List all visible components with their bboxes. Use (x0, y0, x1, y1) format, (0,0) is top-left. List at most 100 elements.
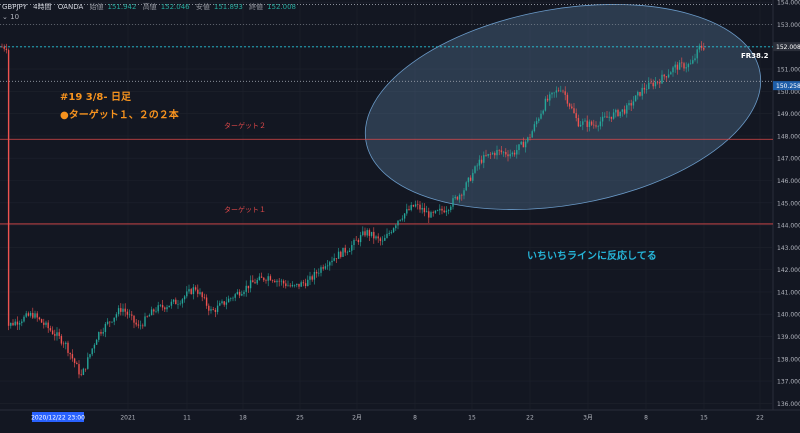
candle (181, 297, 184, 308)
candle (689, 59, 692, 65)
candle (674, 61, 676, 73)
y-tick-label: 141.000 (777, 289, 800, 296)
candle (45, 320, 47, 328)
candle (450, 204, 452, 213)
candle (663, 73, 665, 80)
candle (421, 202, 423, 214)
price-axis[interactable]: 154.000153.000152.000151.000150.000149.0… (777, 0, 800, 408)
candle (271, 279, 274, 283)
candle (502, 150, 505, 157)
y-tick-label: 145.000 (777, 200, 800, 207)
symbol-label[interactable]: GBPJPY (2, 3, 27, 11)
candle (227, 295, 230, 303)
candle (56, 327, 58, 341)
candle (342, 247, 344, 258)
candle (692, 55, 694, 65)
analysis-subtitle: ●ターゲット１、２の２本 (60, 110, 179, 121)
candle (443, 206, 445, 214)
candle (357, 238, 360, 245)
candle (540, 110, 542, 120)
candle (194, 285, 197, 292)
candle (18, 320, 21, 330)
candle (392, 227, 395, 234)
candle (599, 116, 602, 130)
candle (252, 275, 254, 283)
candle (520, 140, 522, 146)
candle (628, 100, 630, 110)
candle (69, 352, 71, 360)
candle (498, 149, 500, 156)
candle (258, 273, 261, 281)
candle (166, 304, 168, 313)
candle (527, 136, 529, 144)
candle (610, 116, 613, 122)
candle (102, 327, 104, 337)
candle (509, 149, 511, 159)
candle (296, 283, 298, 288)
x-tick-label: 18 (239, 415, 247, 422)
candle (461, 193, 463, 201)
y-tick-label: 142.000 (777, 267, 800, 274)
fr-label: FR38.2 (741, 52, 769, 60)
candle (524, 139, 527, 153)
candle (67, 340, 69, 357)
candle (597, 124, 599, 132)
interval-label[interactable]: 4時間 (33, 3, 52, 11)
candle (113, 317, 115, 326)
candle (362, 226, 364, 237)
candle (234, 292, 236, 302)
candle (214, 307, 217, 318)
chevron-down-icon[interactable]: ⌄ (2, 13, 8, 21)
candle (192, 283, 195, 300)
candle (700, 41, 703, 51)
candle (542, 109, 544, 116)
candle (146, 315, 148, 318)
x-tick-label: 2021 (120, 415, 135, 422)
candle (355, 236, 357, 241)
candle (131, 311, 133, 321)
candle (612, 108, 615, 120)
candle (586, 115, 588, 132)
candle (557, 87, 560, 93)
candle (115, 312, 118, 321)
candle (210, 306, 212, 314)
time-axis[interactable]: 2020/12/22 23:00 2021 11 18 25 2月 8 15 22 3月 8 15 22 (31, 412, 764, 422)
candle (489, 152, 492, 159)
candle (78, 360, 80, 379)
target1-label: ターゲット１ (224, 206, 266, 214)
candle (408, 205, 410, 211)
candle (555, 86, 558, 98)
candle (186, 286, 188, 299)
plot-area[interactable] (0, 0, 773, 410)
candle (291, 281, 294, 288)
y-tick-label: 146.000 (777, 178, 800, 185)
candle (566, 92, 569, 107)
candle (289, 283, 291, 288)
candle (249, 275, 252, 293)
candle (595, 121, 597, 129)
candle (630, 99, 632, 111)
candle (648, 77, 650, 90)
candle (276, 279, 278, 287)
candle (533, 121, 536, 133)
candle (73, 357, 76, 368)
candle (494, 151, 496, 159)
indicator-row[interactable]: ⌄ 10 (2, 13, 19, 21)
candle (617, 108, 619, 117)
candle (531, 129, 533, 138)
candle (243, 290, 245, 297)
candle (190, 287, 192, 295)
candle (98, 331, 100, 343)
candle (441, 205, 443, 215)
candle (696, 48, 698, 64)
candle (652, 79, 654, 90)
candle (549, 91, 551, 106)
open-key: 始値 (89, 3, 104, 11)
candle (579, 120, 582, 127)
candle (432, 210, 434, 217)
candle (454, 194, 456, 200)
candle (676, 61, 679, 75)
candle (353, 238, 355, 250)
